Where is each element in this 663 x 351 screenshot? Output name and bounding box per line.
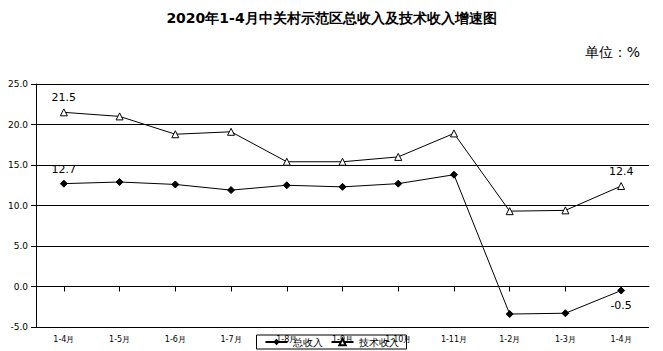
svg-text:12.4: 12.4 [609, 165, 634, 178]
svg-text:1-11月: 1-11月 [441, 335, 467, 344]
svg-text:1-3月: 1-3月 [555, 335, 576, 344]
svg-text:1-5月: 1-5月 [109, 335, 130, 344]
svg-text:技术收入: 技术收入 [358, 337, 399, 348]
svg-text:1-6月: 1-6月 [165, 335, 186, 344]
svg-text:20.0: 20.0 [8, 120, 28, 130]
svg-text:1-2月: 1-2月 [499, 335, 520, 344]
svg-text:21.5: 21.5 [52, 91, 77, 104]
svg-text:15.0: 15.0 [8, 160, 28, 170]
svg-text:1-4月: 1-4月 [611, 335, 632, 344]
svg-text:1-4月: 1-4月 [53, 335, 74, 344]
svg-text:5.0: 5.0 [14, 241, 29, 251]
svg-text:2020年1-4月中关村示范区总收入及技术收入增速图: 2020年1-4月中关村示范区总收入及技术收入增速图 [166, 10, 496, 26]
svg-text:总收入: 总收入 [292, 337, 323, 348]
svg-text:-0.5: -0.5 [610, 299, 631, 312]
svg-text:1-7月: 1-7月 [221, 335, 242, 344]
svg-text:0.0: 0.0 [14, 282, 29, 292]
svg-text:25.0: 25.0 [8, 79, 28, 89]
svg-text:-5.0: -5.0 [10, 322, 28, 332]
svg-text:10.0: 10.0 [8, 201, 28, 211]
svg-text:单位：%: 单位：% [585, 44, 640, 60]
svg-text:12.7: 12.7 [52, 163, 77, 176]
